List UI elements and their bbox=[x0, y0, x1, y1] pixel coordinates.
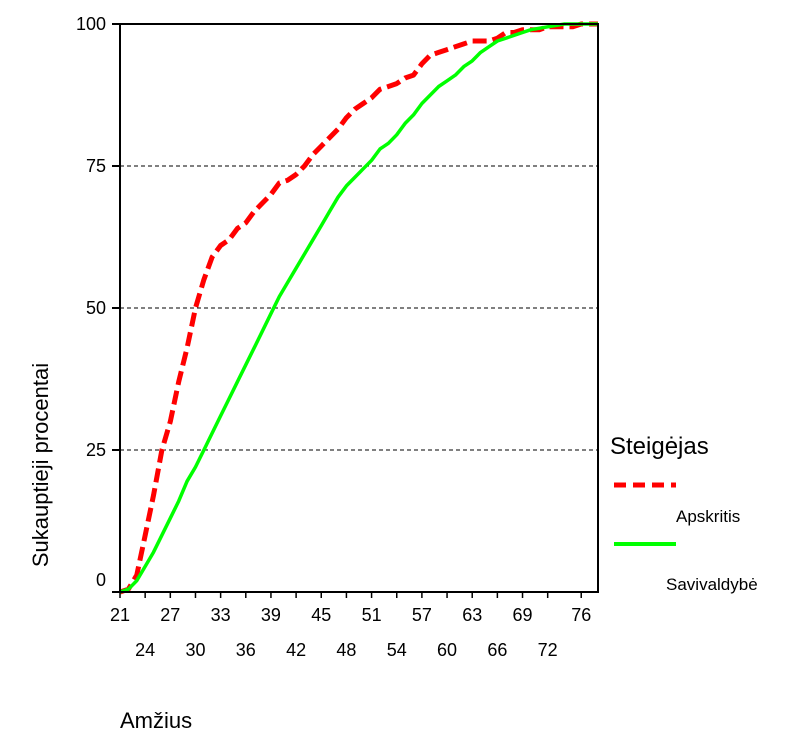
series-line-apskritis bbox=[119, 21, 598, 595]
x-tick-label: 57 bbox=[412, 605, 432, 625]
x-tick-label: 51 bbox=[362, 605, 382, 625]
x-tick-label: 33 bbox=[211, 605, 231, 625]
legend-label-apskritis: Apskritis bbox=[676, 507, 740, 526]
x-tick-label: 66 bbox=[487, 640, 507, 660]
y-tick-label: 75 bbox=[86, 156, 106, 176]
x-tick-label: 24 bbox=[135, 640, 155, 660]
legend-label-savivaldybe: Savivaldybė bbox=[666, 575, 758, 594]
legend-title: Steigėjas bbox=[610, 433, 709, 460]
y-axis-title: Sukauptieji procentai bbox=[28, 363, 53, 567]
x-tick-label: 42 bbox=[286, 640, 306, 660]
x-tick-label: 54 bbox=[387, 640, 407, 660]
series-layer bbox=[119, 21, 598, 595]
gridlines bbox=[120, 165, 598, 451]
y-tick-label: 25 bbox=[86, 440, 106, 460]
legend: Steigėjas Apskritis Savivaldybė bbox=[610, 433, 758, 594]
x-tick-label: 21 bbox=[110, 605, 130, 625]
x-tick-label: 63 bbox=[462, 605, 482, 625]
x-tick-label: 72 bbox=[538, 640, 558, 660]
x-axis-ticks: 21 27 33 39 45 51 57 63 69 76 24 30 36 42 48 54 60 66 72 bbox=[110, 592, 591, 660]
x-tick-label: 69 bbox=[513, 605, 533, 625]
y-axis-ticks: 0 25 50 75 100 bbox=[76, 14, 120, 593]
y-tick-label: 0 bbox=[96, 570, 106, 590]
x-tick-label: 36 bbox=[236, 640, 256, 660]
x-tick-label: 39 bbox=[261, 605, 281, 625]
x-tick-label: 45 bbox=[311, 605, 331, 625]
x-tick-label: 60 bbox=[437, 640, 457, 660]
x-tick-label: 76 bbox=[571, 605, 591, 625]
x-tick-label: 48 bbox=[336, 640, 356, 660]
y-tick-label: 100 bbox=[76, 14, 106, 34]
series-line-savivaldybe bbox=[119, 22, 598, 594]
x-tick-label: 27 bbox=[160, 605, 180, 625]
y-tick-label: 50 bbox=[86, 298, 106, 318]
x-tick-label: 30 bbox=[185, 640, 205, 660]
x-axis-title: Amžius bbox=[120, 708, 192, 731]
